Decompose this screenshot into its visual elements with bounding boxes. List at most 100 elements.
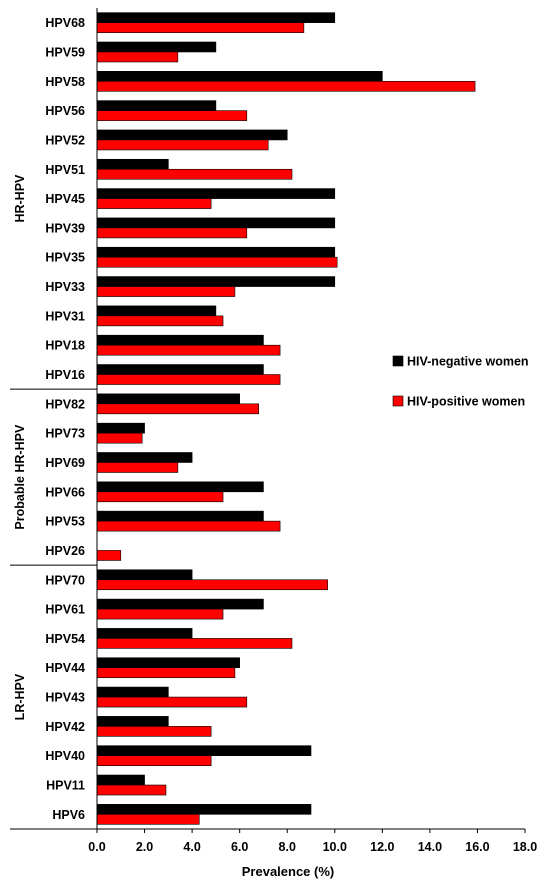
bar-hiv-positive-hpv16 (96, 374, 281, 385)
bar-hiv-negative-hpv51 (96, 158, 169, 170)
category-label-hpv53: HPV53 (45, 515, 85, 529)
category-label-hpv39: HPV39 (45, 221, 85, 235)
bar-hiv-positive-hpv58 (96, 81, 476, 92)
bar-hiv-negative-hpv61 (96, 598, 264, 610)
bar-hiv-positive-hpv54 (96, 638, 293, 649)
bar-hiv-negative-hpv39 (96, 217, 336, 229)
bar-hiv-positive-hpv42 (96, 726, 212, 737)
category-label-hpv43: HPV43 (45, 691, 85, 705)
bar-hiv-positive-hpv53 (96, 520, 281, 532)
category-label-hpv33: HPV33 (45, 280, 85, 294)
category-label-hpv66: HPV66 (45, 485, 85, 499)
bar-hiv-negative-hpv69 (96, 452, 193, 463)
group-label-lr-hpv: LR-HPV (13, 673, 27, 720)
x-tick-label: 14.0 (418, 840, 442, 854)
x-tick-label: 12.0 (370, 840, 394, 854)
category-label-hpv31: HPV31 (45, 309, 85, 323)
bar-hiv-negative-hpv54 (96, 628, 193, 639)
category-label-hpv6: HPV6 (52, 808, 85, 822)
group-label-hr-hpv: HR-HPV (13, 174, 27, 223)
labels-layer: HPV68 HPV59 HPV58 HPV56 HPV52 HPV51 HPV45 HPV39… (45, 16, 85, 822)
bar-hiv-negative-hpv59 (96, 41, 217, 53)
bar-hiv-positive-hpv51 (96, 168, 293, 180)
category-label-hpv54: HPV54 (45, 632, 85, 646)
bar-hiv-positive-hpv11 (96, 784, 167, 796)
bar-hiv-negative-hpv18 (96, 334, 264, 346)
bar-hiv-negative-hpv70 (96, 569, 193, 581)
legend-swatch-hiv-negative (392, 355, 404, 367)
bar-hiv-positive-hpv45 (96, 198, 212, 209)
bar-hiv-negative-hpv44 (96, 657, 240, 669)
x-tick-label: 18.0 (513, 840, 537, 854)
category-label-hpv16: HPV16 (45, 368, 85, 382)
bar-hiv-positive-hpv70 (96, 579, 328, 591)
category-label-hpv59: HPV59 (45, 45, 85, 59)
bar-hiv-positive-hpv31 (96, 315, 224, 327)
category-label-hpv73: HPV73 (45, 427, 85, 441)
category-label-hpv56: HPV56 (45, 104, 85, 118)
category-label-hpv42: HPV42 (45, 720, 85, 734)
bar-hiv-positive-hpv33 (96, 286, 236, 297)
bar-hiv-positive-hpv6 (96, 814, 200, 825)
groups-layer: HR-HPV Probable HR-HPV LR-HPV (10, 174, 97, 720)
bar-hiv-negative-hpv16 (96, 364, 264, 375)
bar-hiv-positive-hpv39 (96, 227, 248, 239)
category-label-hpv68: HPV68 (45, 16, 85, 30)
category-label-hpv35: HPV35 (45, 251, 85, 265)
category-label-hpv51: HPV51 (45, 163, 85, 177)
legend-label-hiv-positive: HIV-positive women (407, 395, 525, 409)
bar-hiv-positive-hpv44 (96, 667, 236, 679)
category-label-hpv26: HPV26 (45, 544, 85, 558)
category-label-hpv40: HPV40 (45, 749, 85, 763)
x-tick-label: 2.0 (136, 840, 153, 854)
bar-hiv-positive-hpv68 (96, 22, 305, 33)
bar-hiv-positive-hpv69 (96, 462, 179, 473)
x-tick-label: 16.0 (465, 840, 489, 854)
x-tick-label: 0.0 (88, 840, 105, 854)
bar-hiv-negative-hpv42 (96, 716, 169, 727)
bar-hiv-negative-hpv11 (96, 774, 145, 786)
legend: HIV-negative women HIV-positive women (392, 355, 529, 409)
bar-hiv-positive-hpv26 (96, 550, 122, 561)
bar-hiv-positive-hpv66 (96, 491, 224, 503)
bar-hiv-negative-hpv82 (96, 393, 240, 405)
category-label-hpv11: HPV11 (46, 779, 85, 793)
bar-hiv-negative-hpv33 (96, 276, 336, 287)
x-axis-title: Prevalence (%) (242, 864, 335, 879)
x-tick-label: 6.0 (231, 840, 248, 854)
legend-swatch-hiv-positive (392, 395, 404, 407)
bar-hiv-negative-hpv53 (96, 510, 264, 522)
bar-hiv-positive-hpv59 (96, 51, 179, 63)
bar-hiv-positive-hpv40 (96, 755, 212, 766)
bar-hiv-positive-hpv43 (96, 696, 248, 708)
bar-hiv-negative-hpv58 (96, 71, 383, 82)
bar-hiv-negative-hpv73 (96, 422, 145, 434)
category-label-hpv82: HPV82 (45, 397, 85, 411)
category-label-hpv52: HPV52 (45, 133, 85, 147)
category-label-hpv45: HPV45 (45, 192, 85, 206)
bar-hiv-positive-hpv35 (96, 256, 338, 268)
bar-hiv-negative-hpv66 (96, 481, 264, 493)
x-tick-label: 4.0 (183, 840, 200, 854)
category-label-hpv61: HPV61 (45, 603, 85, 617)
bar-hiv-positive-hpv82 (96, 403, 259, 415)
x-tick-label: 10.0 (323, 840, 347, 854)
category-label-hpv70: HPV70 (45, 573, 85, 587)
bar-hiv-negative-hpv43 (96, 686, 169, 698)
bar-hiv-negative-hpv31 (96, 305, 217, 317)
bars-layer (96, 12, 476, 825)
category-label-hpv58: HPV58 (45, 75, 85, 89)
bar-hiv-negative-hpv6 (96, 804, 312, 815)
bar-hiv-positive-hpv52 (96, 139, 269, 151)
bar-hiv-positive-hpv73 (96, 432, 143, 444)
bar-hiv-negative-hpv52 (96, 129, 288, 141)
group-label-probable-hr-hpv: Probable HR-HPV (13, 424, 27, 530)
bar-hiv-negative-hpv40 (96, 745, 312, 756)
bar-hiv-negative-hpv35 (96, 246, 336, 258)
axes-layer: 0.0 2.0 4.0 6.0 8.0 10.0 12.0 14.0 16.0 18.0 (10, 8, 537, 854)
legend-label-hiv-negative: HIV-negative women (407, 355, 529, 369)
category-label-hpv44: HPV44 (45, 661, 85, 675)
x-tick-label: 8.0 (279, 840, 296, 854)
